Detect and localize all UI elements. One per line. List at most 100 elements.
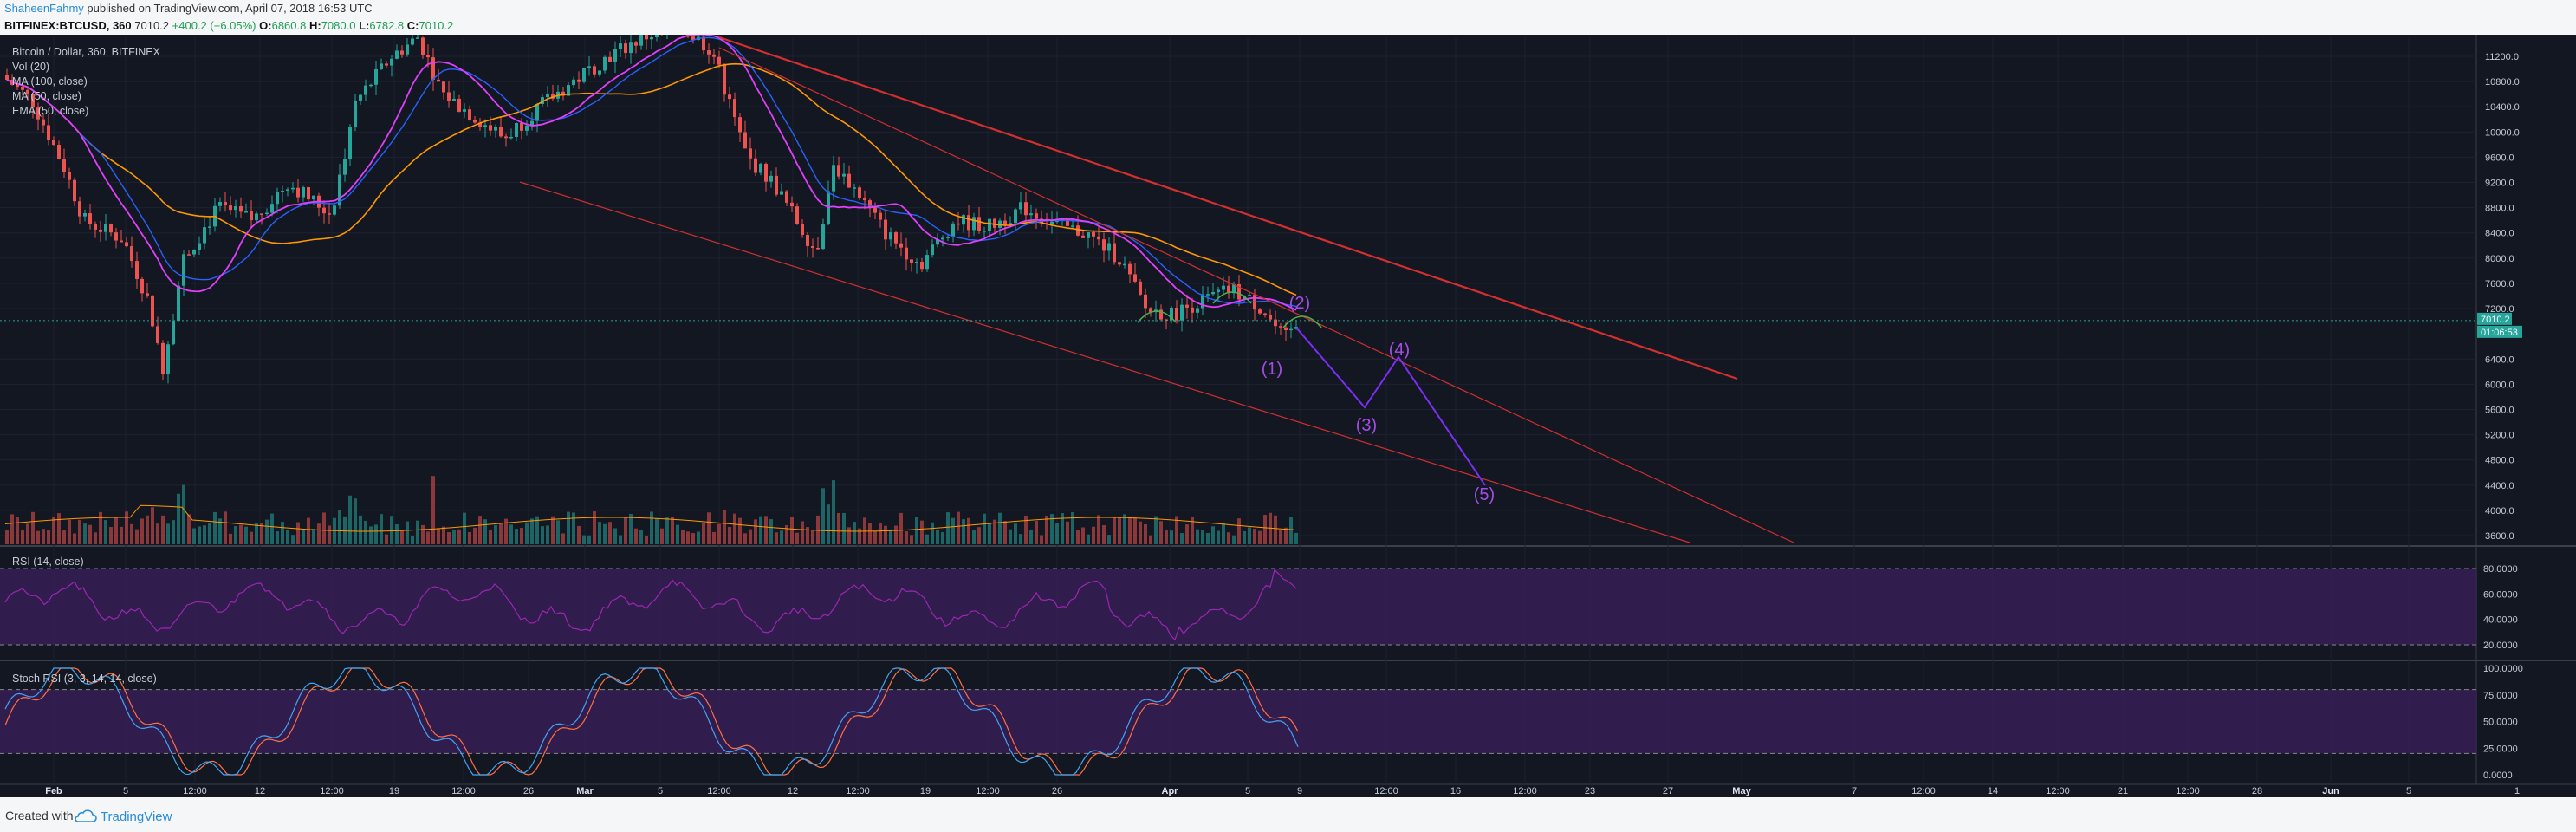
volume-bar <box>910 535 913 544</box>
candle-body <box>754 158 757 173</box>
volume-bar <box>634 528 638 544</box>
candle-body <box>847 173 851 188</box>
tradingview-cloud-icon <box>75 809 97 822</box>
candle-body <box>577 79 581 82</box>
candle-body <box>1107 243 1111 251</box>
last-price: 7010.2 <box>134 19 170 32</box>
volume-bar <box>827 504 830 544</box>
volume-bar <box>16 517 19 544</box>
volume-bar <box>78 519 81 544</box>
candle-body <box>1102 239 1106 251</box>
volume-bar <box>187 514 191 544</box>
price-chart-svg[interactable]: (1) (2) (3) (4) (5) 11200.0 10800.0 10400.0 100… <box>0 35 2576 797</box>
rsi-tick-label: 20.0000 <box>2483 640 2518 651</box>
candle-body <box>239 205 243 212</box>
volume-bar <box>380 514 383 544</box>
candle-body <box>962 215 965 225</box>
price-tick-label: 10000.0 <box>2485 127 2520 138</box>
volume-bar <box>785 524 788 544</box>
wave-label: (1) <box>1262 360 1282 379</box>
candle-body <box>780 191 783 195</box>
volume-bar <box>1196 529 1199 544</box>
candle-body <box>733 99 736 118</box>
candle-body <box>509 136 513 139</box>
candle-body <box>634 42 638 46</box>
stoch-tick-label: 75.0000 <box>2483 691 2518 701</box>
candle-body <box>1092 231 1095 237</box>
candle-body <box>650 37 653 40</box>
candle-body <box>312 195 315 200</box>
volume-bar <box>426 531 430 544</box>
volume-bar <box>551 516 555 544</box>
candle-body <box>551 94 555 99</box>
volume-bar <box>504 518 508 544</box>
volume-bar <box>738 517 742 544</box>
candle-body <box>1139 281 1142 295</box>
time-tick-label: Apr <box>1162 786 1179 796</box>
candle-body <box>561 91 565 96</box>
volume-bar <box>593 511 596 544</box>
volume-bar <box>847 527 851 544</box>
volume-bar <box>473 527 477 544</box>
volume-bar <box>619 535 622 544</box>
candle-body <box>717 56 721 65</box>
candle-body <box>853 187 856 189</box>
candle-body <box>1159 309 1163 320</box>
candle-body <box>16 84 19 88</box>
volume-bar <box>1133 517 1137 544</box>
candle-body <box>988 218 991 231</box>
time-tick-label: 5 <box>658 786 663 796</box>
candle-body <box>582 68 586 82</box>
stoch-rsi-pane <box>0 667 2476 776</box>
volume-bar <box>1139 521 1142 544</box>
rsi-tick-label: 60.0000 <box>2483 589 2518 600</box>
volume-bar <box>936 530 939 544</box>
candle-body <box>837 165 840 177</box>
volume-bar <box>296 522 300 544</box>
candle-body <box>613 49 617 62</box>
volume-bar <box>1113 517 1116 544</box>
volume-bar <box>1170 530 1173 544</box>
author-link[interactable]: ShaheenFahmy <box>4 2 84 15</box>
volume-bar <box>671 516 674 544</box>
volume-bar <box>359 515 362 544</box>
candle-body <box>42 119 45 126</box>
volume-bar <box>1294 532 1298 544</box>
countdown-tag-label: 01:06:53 <box>2481 328 2518 338</box>
candle-body <box>535 104 539 121</box>
candle-body <box>135 261 139 279</box>
volume-bar <box>1232 535 1236 544</box>
volume-bar <box>639 530 643 544</box>
candle-body <box>374 68 378 85</box>
volume-bar <box>317 523 321 544</box>
volume-bar <box>489 529 492 544</box>
candle-body <box>234 205 237 211</box>
volume-bar <box>931 522 934 544</box>
wave-label: (4) <box>1389 341 1410 360</box>
candle-body <box>1050 221 1054 224</box>
wave-label: (5) <box>1474 485 1495 504</box>
pivot-arc <box>1212 291 1252 304</box>
volume-bar <box>255 523 258 544</box>
volume-bar <box>884 525 887 544</box>
tradingview-brand-link[interactable]: TradingView <box>75 807 172 824</box>
stoch-tick-label: 100.0000 <box>2483 664 2523 674</box>
volume-bar <box>1081 527 1085 544</box>
candle-body <box>821 223 825 250</box>
price-tick-label: 10400.0 <box>2485 102 2520 113</box>
rsi-band <box>0 569 2476 645</box>
time-tick-label: 7 <box>1852 786 1857 796</box>
time-tick-label: 9 <box>1297 786 1302 796</box>
volume-bar <box>302 530 305 544</box>
candle-body <box>203 227 206 244</box>
candle-body <box>348 127 352 159</box>
volume-bar <box>406 521 409 544</box>
candle-body <box>894 232 898 244</box>
candle-body <box>977 217 981 231</box>
volume-bar <box>36 530 40 544</box>
legend-ma50: MA (50, close) <box>12 90 81 102</box>
upper-trendline <box>718 36 1738 380</box>
volume-bar <box>759 516 762 544</box>
volume-bar <box>1055 523 1059 544</box>
low-label: L: <box>359 19 370 32</box>
